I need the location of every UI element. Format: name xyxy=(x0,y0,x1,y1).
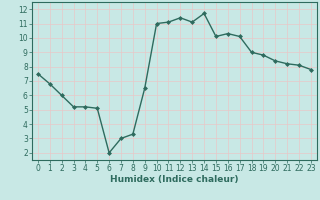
X-axis label: Humidex (Indice chaleur): Humidex (Indice chaleur) xyxy=(110,175,239,184)
